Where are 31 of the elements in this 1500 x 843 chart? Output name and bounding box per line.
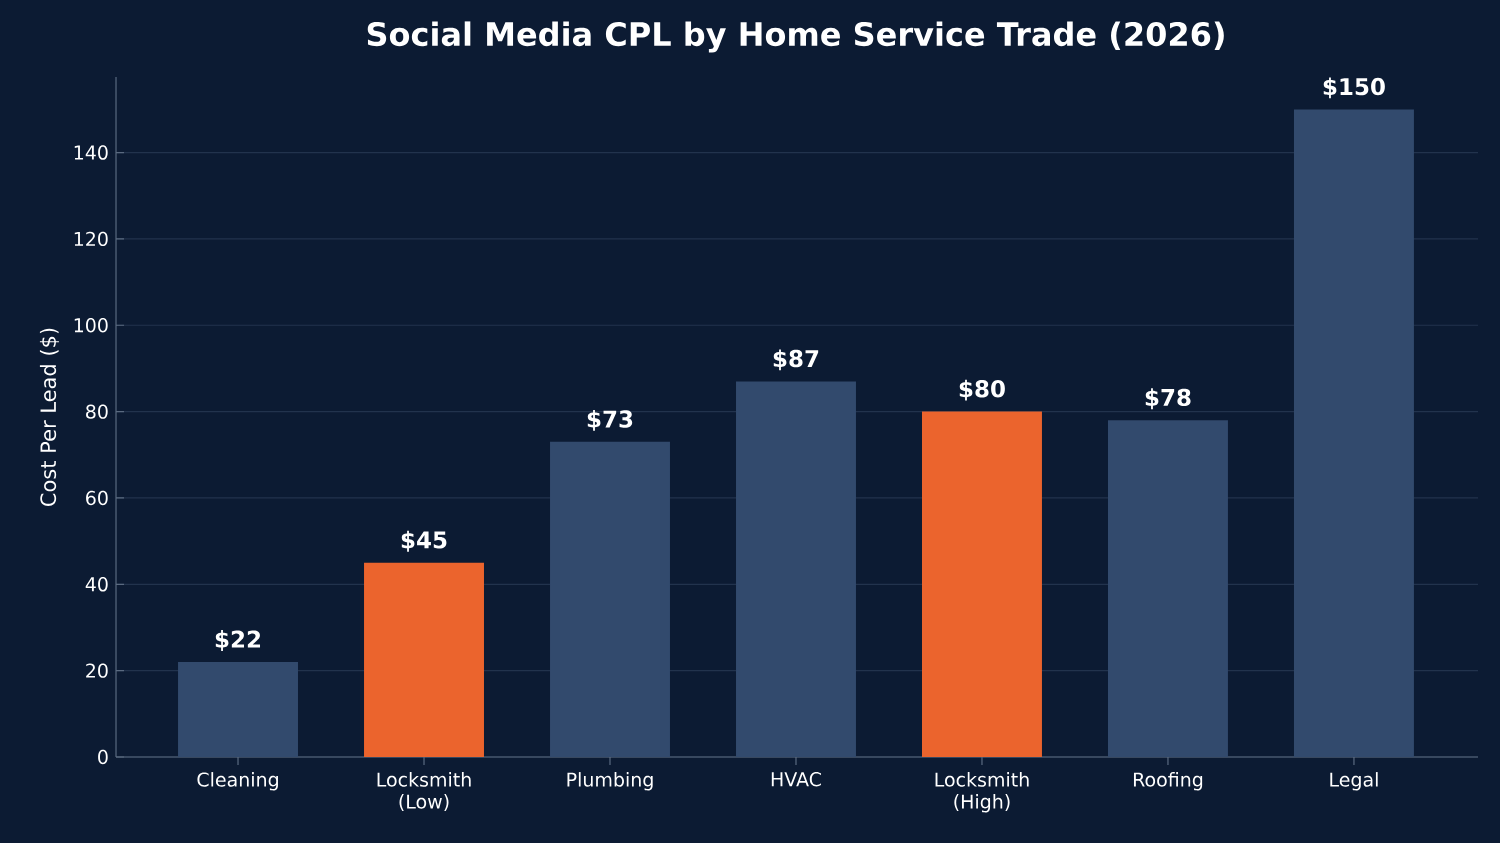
data-label: $45: [401, 530, 447, 552]
data-label: $150: [1323, 77, 1385, 99]
y-tick-label: 0: [98, 749, 108, 765]
x-tick-label: Roofing: [1133, 772, 1203, 791]
bar: [736, 381, 856, 757]
data-label: $80: [959, 379, 1005, 401]
bar: [922, 411, 1042, 757]
x-tick-label: Locksmith (High): [935, 772, 1029, 813]
y-axis-title: Cost Per Lead ($): [39, 328, 59, 506]
y-tick-label: 100: [74, 318, 108, 333]
y-tick-label: 60: [86, 490, 108, 506]
bar: [550, 441, 670, 757]
x-tick-label: Plumbing: [567, 772, 653, 791]
chart-title: Social Media CPL by Home Service Trade (2026): [367, 21, 1224, 53]
y-tick-label: 140: [74, 145, 108, 160]
x-tick-label: Legal: [1330, 772, 1378, 791]
y-tick-label: 80: [86, 404, 108, 419]
bar: [1107, 420, 1228, 757]
data-label: $87: [773, 349, 819, 371]
x-tick-label: Cleaning: [197, 772, 278, 791]
data-label: $22: [215, 630, 261, 651]
data-label: $78: [1145, 388, 1191, 410]
y-tick-label: 120: [74, 231, 108, 247]
data-label: $73: [587, 409, 633, 431]
y-tick-label: 40: [85, 577, 108, 592]
bar: [1293, 109, 1414, 757]
bar: [178, 662, 298, 757]
bar: [364, 562, 484, 757]
x-tick-label: Locksmith (Low): [377, 772, 471, 812]
x-tick-label: HVAC: [771, 772, 821, 787]
y-tick-label: 20: [86, 663, 108, 678]
